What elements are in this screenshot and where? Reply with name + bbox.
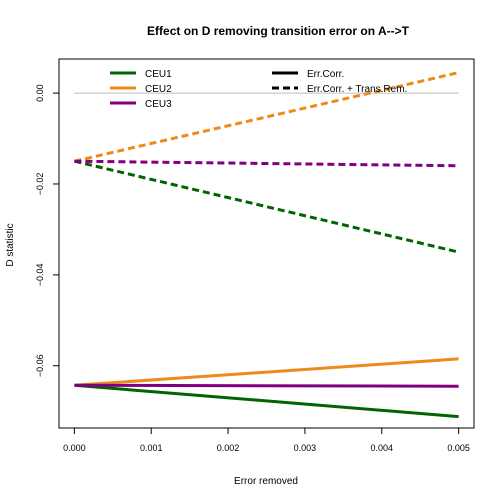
y-tick-label: 0.00 xyxy=(35,84,45,102)
legend-label-solid: Err.Corr. xyxy=(307,69,344,80)
legend-label-ceu1: CEU1 xyxy=(145,69,172,80)
legend: CEU1 CEU2 CEU3 Err.Corr. Err.Corr. + Trans.R… xyxy=(110,69,407,110)
x-tick-label: 0.001 xyxy=(140,443,163,453)
legend-label-ceu2: CEU2 xyxy=(145,84,172,95)
x-axis: 0.000 0.001 0.002 0.003 0.004 0.005 xyxy=(63,427,470,453)
series-line-ceu2-solid xyxy=(74,357,459,387)
x-tick-label: 0.003 xyxy=(294,443,317,453)
x-tick-label: 0.005 xyxy=(447,443,470,453)
series-line-ceu1-dashed xyxy=(74,159,459,254)
series-layer xyxy=(74,71,459,419)
series-line-ceu3-dashed xyxy=(74,159,459,168)
series-line-ceu1-solid xyxy=(74,383,459,419)
series-line-ceu3-solid xyxy=(74,383,459,388)
legend-label-dashed: Err.Corr. + Trans.Rem. xyxy=(307,84,407,95)
y-tick-label: −0.04 xyxy=(35,263,45,286)
y-axis: 0.00 −0.02 −0.04 −0.06 xyxy=(35,84,60,377)
x-tick-label: 0.000 xyxy=(63,443,86,453)
y-axis-label: D statistic xyxy=(5,223,16,266)
x-axis-label: Error removed xyxy=(234,476,298,487)
chart-title: Effect on D removing transition error on… xyxy=(147,24,410,38)
legend-label-ceu3: CEU3 xyxy=(145,99,172,110)
y-tick-label: −0.06 xyxy=(35,354,45,377)
y-tick-label: −0.02 xyxy=(35,173,45,196)
x-tick-label: 0.004 xyxy=(371,443,394,453)
x-tick-label: 0.002 xyxy=(217,443,240,453)
